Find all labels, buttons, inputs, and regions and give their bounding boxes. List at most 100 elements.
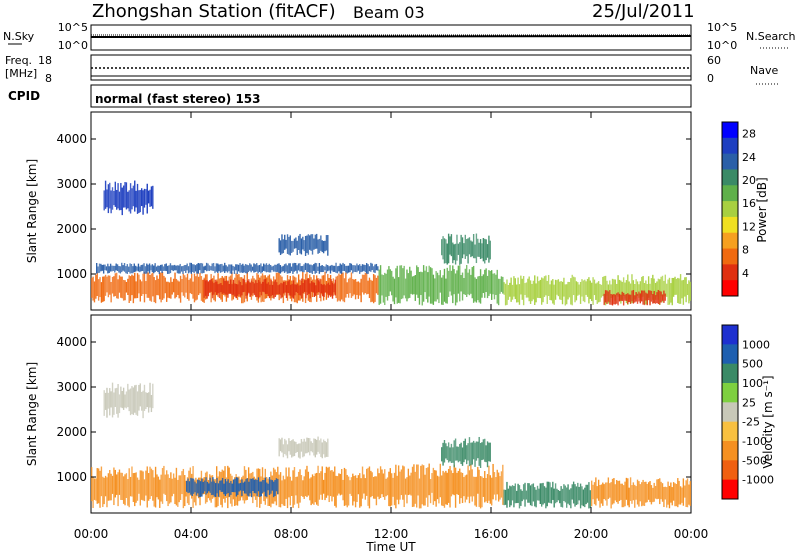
heatmap-cell (666, 283, 668, 297)
heatmap-cell (198, 263, 201, 271)
heatmap-cell (132, 473, 135, 502)
heatmap-cell (125, 266, 127, 274)
heatmap-cell (624, 481, 626, 507)
heatmap-cell (217, 263, 219, 273)
heatmap-cell (596, 486, 598, 499)
heatmap-cell (211, 281, 214, 299)
colorbar-segment (722, 280, 738, 297)
heatmap-cell (359, 473, 361, 508)
heatmap-cell (678, 480, 680, 505)
heatmap-cell (502, 276, 504, 294)
noise-right-tick-low: 10^0 (707, 39, 737, 52)
heatmap-cell (161, 468, 164, 504)
heatmap-cell (588, 277, 590, 304)
heatmap-cell (168, 282, 171, 299)
heatmap-cell (672, 277, 675, 297)
heatmap-cell (468, 437, 471, 467)
heatmap-cell (642, 479, 644, 506)
heatmap-cell (295, 441, 297, 454)
heatmap-cell (135, 384, 137, 415)
heatmap-cell (318, 473, 321, 500)
heatmap-cell (385, 478, 387, 497)
heatmap-cell (374, 275, 376, 302)
heatmap-cell (534, 487, 536, 507)
heatmap-cell (259, 481, 261, 497)
heatmap-cell (632, 290, 635, 304)
heatmap-cell (282, 265, 284, 272)
heatmap-cell (481, 243, 483, 259)
heatmap-cell (124, 182, 126, 208)
heatmap-cell (638, 291, 640, 302)
heatmap-cell (167, 281, 169, 298)
heatmap-cell (96, 262, 98, 274)
heatmap-cell (289, 263, 291, 274)
heatmap-cell (627, 293, 629, 305)
heatmap-cell (641, 482, 643, 507)
heatmap-cell (166, 470, 168, 502)
heatmap-cell (277, 285, 279, 295)
heatmap-cell (499, 476, 501, 500)
heatmap-cell (210, 279, 212, 292)
heatmap-cell (107, 184, 110, 214)
heatmap-cell (488, 465, 490, 501)
noise-right-tick-high: 10^5 (707, 21, 737, 34)
heatmap-cell (244, 264, 247, 274)
heatmap-cell (122, 265, 124, 271)
heatmap-cell (643, 481, 646, 506)
heatmap-cell (650, 485, 653, 505)
heatmap-cell (645, 292, 647, 301)
heatmap-cell (327, 235, 329, 256)
x-tick-label: 04:00 (174, 527, 209, 541)
heatmap-cell (129, 388, 132, 416)
heatmap-cell (539, 279, 541, 299)
heatmap-cell (629, 294, 632, 304)
heatmap-cell (485, 445, 487, 463)
heatmap-cell (304, 235, 307, 256)
heatmap-cell (446, 446, 448, 461)
heatmap-cell (459, 468, 461, 504)
heatmap-cell (629, 477, 632, 501)
heatmap-cell (443, 238, 446, 264)
heatmap-cell (395, 464, 397, 509)
heatmap-cell (172, 278, 175, 293)
heatmap-cell (273, 281, 275, 299)
heatmap-cell (371, 263, 373, 271)
heatmap-cell (160, 272, 162, 303)
heatmap-cell (315, 285, 317, 296)
heatmap-cell (377, 266, 379, 271)
heatmap-cell (553, 488, 555, 508)
heatmap-cell (550, 487, 553, 504)
heatmap-cell (296, 444, 298, 453)
heatmap-cell (643, 290, 646, 306)
heatmap-cell (214, 279, 217, 293)
heatmap-cell (631, 290, 633, 302)
heatmap-cell (353, 265, 355, 272)
heatmap-cell (366, 468, 368, 496)
heatmap-cell (145, 470, 147, 496)
heatmap-cell (320, 471, 322, 495)
heatmap-cell (150, 186, 153, 207)
heatmap-cell (309, 478, 311, 501)
heatmap-cell (475, 233, 478, 264)
heatmap-cell (253, 263, 255, 273)
heatmap-cell (653, 290, 655, 304)
heatmap-cell (152, 383, 154, 409)
heatmap-cell (479, 239, 482, 260)
heatmap-cell (429, 479, 432, 504)
heatmap-cell (650, 278, 653, 295)
heatmap-cell (389, 468, 391, 507)
heatmap-cell (106, 276, 108, 293)
time-axis-title: Time UT (365, 540, 416, 554)
heatmap-cell (288, 263, 290, 274)
heatmap-cell (186, 273, 189, 299)
heatmap-cell (278, 263, 280, 273)
heatmap-cell (403, 265, 405, 296)
heatmap-cell (276, 263, 279, 272)
heatmap-cell (397, 465, 400, 505)
heatmap-cell (324, 285, 327, 293)
heatmap-cell (634, 295, 636, 303)
heatmap-cell (635, 279, 637, 299)
heatmap-cell (631, 485, 633, 504)
heatmap-cell (382, 275, 385, 303)
heatmap-cell (306, 465, 308, 498)
